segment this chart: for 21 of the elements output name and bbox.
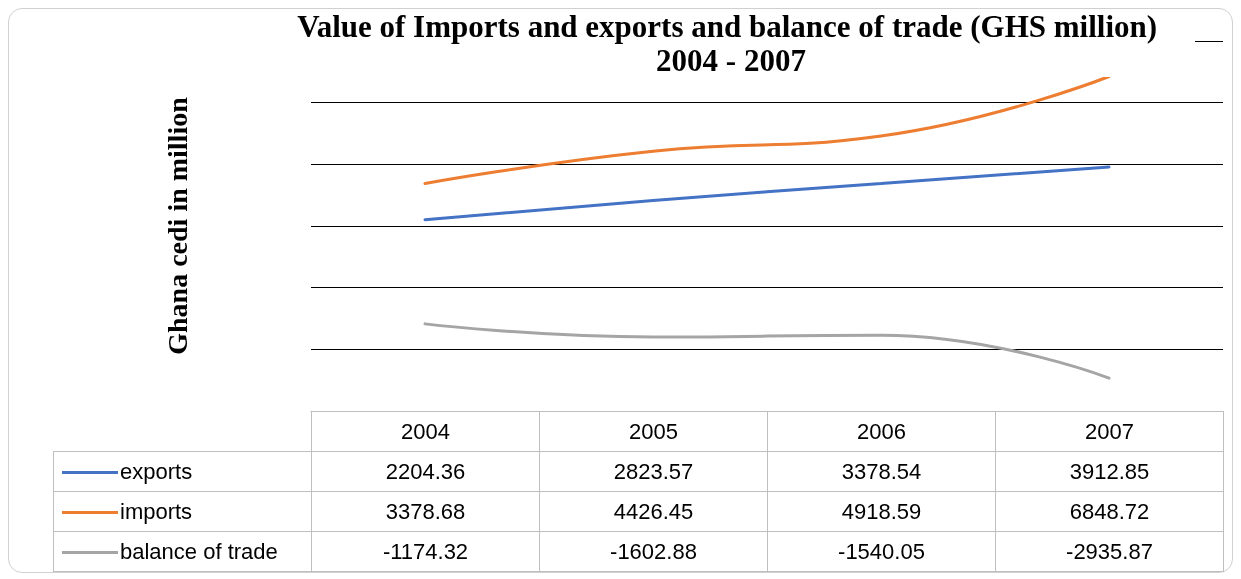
chart-title: Value of Imports and exports and balance of trade (GHS million) 2004 - 2007 <box>297 8 1165 78</box>
data-label: 4918.59 <box>767 491 996 532</box>
data-label: 4426.45 <box>539 491 768 532</box>
legend-label: exports <box>120 459 193 485</box>
data-label: 3912.85 <box>995 451 1224 492</box>
data-label: 3378.54 <box>767 451 996 492</box>
x-tick-label: 2005 <box>539 411 768 452</box>
data-label: 2204.36 <box>311 451 540 492</box>
data-label: -1174.32 <box>311 531 540 572</box>
x-tick-label: 2004 <box>311 411 540 452</box>
data-label: -2935.87 <box>995 531 1224 572</box>
x-tick-label: 2007 <box>995 411 1224 452</box>
data-label: 3378.68 <box>311 491 540 532</box>
x-tick-label: 2006 <box>767 411 996 452</box>
legend-label: balance of trade <box>120 539 278 565</box>
data-label: -1602.88 <box>539 531 768 572</box>
data-label: 6848.72 <box>995 491 1224 532</box>
data-label: -1540.05 <box>767 531 996 572</box>
y-axis-title: Ghana cedi in million <box>161 96 193 355</box>
legend-label: imports <box>120 499 193 525</box>
data-label: 2823.57 <box>539 451 768 492</box>
